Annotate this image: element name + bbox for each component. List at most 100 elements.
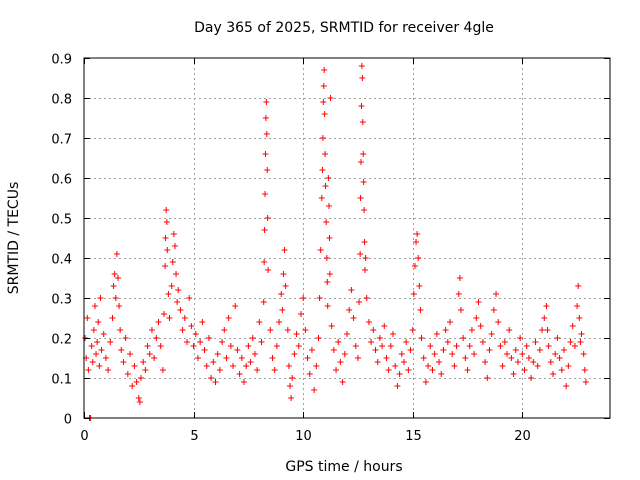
data-point bbox=[356, 299, 363, 305]
data-point bbox=[457, 307, 464, 313]
data-point bbox=[297, 311, 304, 317]
chart-title: Day 365 of 2025, SRMTID for receiver 4gl… bbox=[194, 20, 494, 36]
data-point bbox=[311, 387, 318, 393]
data-point bbox=[358, 159, 365, 165]
data-point bbox=[142, 367, 149, 373]
y-tick-label: 0.4 bbox=[51, 253, 72, 268]
data-point bbox=[238, 355, 245, 361]
data-point bbox=[558, 367, 565, 373]
data-point bbox=[543, 303, 550, 309]
y-tick-label: 0.1 bbox=[51, 373, 72, 388]
data-point bbox=[394, 383, 401, 389]
data-point bbox=[199, 319, 206, 325]
data-point bbox=[471, 351, 478, 357]
data-point bbox=[577, 339, 584, 345]
data-point bbox=[175, 287, 182, 293]
data-point bbox=[308, 347, 315, 353]
data-point bbox=[475, 299, 482, 305]
data-point bbox=[398, 351, 405, 357]
data-point bbox=[262, 115, 269, 121]
data-point bbox=[344, 331, 350, 337]
data-point bbox=[460, 335, 467, 341]
x-axis-label: GPS time / hours bbox=[285, 459, 402, 475]
data-point bbox=[280, 271, 287, 277]
data-point bbox=[151, 355, 158, 361]
plot-frame bbox=[83, 57, 611, 419]
data-point bbox=[293, 331, 300, 337]
data-point bbox=[574, 303, 581, 309]
data-point bbox=[326, 271, 333, 277]
data-point bbox=[374, 359, 381, 365]
data-point bbox=[318, 195, 325, 201]
data-point bbox=[333, 367, 340, 373]
data-point bbox=[464, 367, 471, 373]
data-point bbox=[449, 351, 456, 357]
grid-lines bbox=[84, 58, 610, 418]
data-point bbox=[482, 359, 489, 365]
data-point bbox=[166, 315, 173, 321]
data-point bbox=[468, 327, 475, 333]
data-point bbox=[486, 347, 493, 353]
data-point bbox=[177, 307, 184, 313]
data-point bbox=[462, 355, 469, 361]
data-point bbox=[484, 375, 491, 381]
data-point bbox=[85, 367, 92, 373]
data-point bbox=[208, 375, 215, 381]
data-point bbox=[273, 343, 280, 349]
data-point bbox=[575, 283, 582, 289]
data-point bbox=[105, 367, 112, 373]
data-point bbox=[328, 323, 335, 329]
data-point bbox=[291, 351, 298, 357]
data-point bbox=[282, 283, 289, 289]
data-point bbox=[112, 295, 119, 301]
data-point bbox=[120, 359, 127, 365]
data-point bbox=[497, 343, 504, 349]
data-point bbox=[368, 339, 375, 345]
data-point bbox=[326, 203, 333, 209]
data-point bbox=[164, 247, 171, 253]
data-point bbox=[281, 247, 288, 253]
data-point bbox=[322, 183, 329, 189]
data-point bbox=[170, 231, 177, 237]
data-point bbox=[541, 315, 548, 321]
data-point bbox=[420, 355, 427, 361]
x-tick-label: 20 bbox=[514, 429, 531, 444]
data-point bbox=[203, 363, 210, 369]
data-point bbox=[98, 347, 105, 353]
data-point bbox=[360, 151, 367, 157]
data-point bbox=[127, 351, 134, 357]
data-point bbox=[444, 339, 451, 345]
data-point bbox=[326, 235, 333, 241]
data-point bbox=[219, 339, 226, 345]
data-point bbox=[324, 279, 331, 285]
data-point bbox=[510, 371, 517, 377]
data-point bbox=[287, 383, 294, 389]
data-point bbox=[532, 339, 539, 345]
data-point bbox=[359, 119, 366, 125]
data-point bbox=[438, 371, 445, 377]
data-point bbox=[174, 299, 181, 305]
data-point bbox=[97, 295, 104, 301]
data-point bbox=[335, 339, 342, 345]
data-point bbox=[306, 371, 313, 377]
data-point bbox=[102, 355, 109, 361]
data-point bbox=[181, 315, 188, 321]
data-point bbox=[418, 335, 425, 341]
data-point bbox=[243, 363, 250, 369]
data-point bbox=[190, 343, 197, 349]
data-point bbox=[192, 331, 199, 337]
data-point bbox=[323, 219, 330, 225]
data-point bbox=[295, 343, 302, 349]
data-point bbox=[169, 259, 176, 265]
data-point bbox=[381, 323, 388, 329]
y-tick-label: 0.7 bbox=[51, 133, 72, 148]
data-point bbox=[525, 355, 532, 361]
y-tick-label: 0.2 bbox=[51, 333, 72, 348]
data-point bbox=[376, 335, 383, 341]
data-point bbox=[315, 335, 322, 341]
data-point bbox=[148, 327, 155, 333]
data-point bbox=[271, 367, 278, 373]
data-point bbox=[254, 367, 261, 373]
data-point bbox=[517, 335, 524, 341]
